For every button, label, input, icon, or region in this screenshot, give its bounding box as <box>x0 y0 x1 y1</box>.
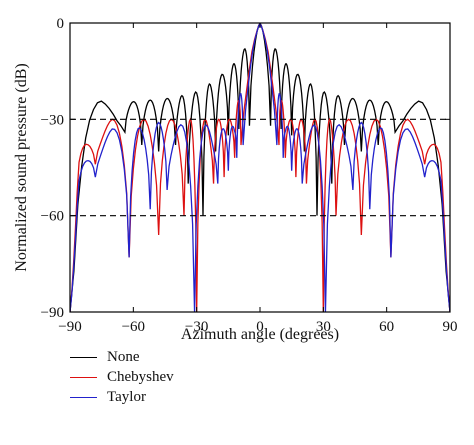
x-axis-label: Azimuth angle (degrees) <box>181 326 339 343</box>
x-tick-label: 60 <box>379 319 394 335</box>
x-tick-label: 90 <box>443 319 458 335</box>
legend-label-none: None <box>107 348 140 365</box>
legend-swatch-chebyshev <box>70 376 97 378</box>
plot-frame <box>69 22 451 313</box>
legend-swatch-none <box>70 356 97 358</box>
axis-ticks: −90 −60 −30 0 30 60 90 0 −30 −60 −90 <box>41 16 458 335</box>
series-line-taylor <box>70 23 450 312</box>
y-tick-label: −30 <box>41 112 64 128</box>
series-line-chebyshev <box>70 23 450 312</box>
legend-label-chebyshev: Chebyshev <box>107 368 174 385</box>
series-layer <box>70 23 450 312</box>
legend-swatch-taylor <box>70 396 97 398</box>
x-tick-label: −60 <box>122 319 145 335</box>
x-tick-label: −30 <box>185 319 208 335</box>
x-tick-label: 0 <box>256 319 264 335</box>
series-line-none <box>70 23 450 312</box>
y-tick-label: 0 <box>57 16 65 32</box>
reference-lines <box>70 118 450 217</box>
y-tick-label: −90 <box>41 305 64 321</box>
legend-item-none: None <box>70 347 174 367</box>
x-tick-label: −90 <box>58 319 81 335</box>
legend-item-taylor: Taylor <box>70 387 174 407</box>
legend-label-taylor: Taylor <box>107 388 146 405</box>
legend: None Chebyshev Taylor <box>70 347 174 407</box>
y-axis-label: Normalized sound pressure (dB) <box>13 63 30 271</box>
y-tick-label: −60 <box>41 209 64 225</box>
x-tick-label: 30 <box>316 319 331 335</box>
legend-item-chebyshev: Chebyshev <box>70 367 174 387</box>
